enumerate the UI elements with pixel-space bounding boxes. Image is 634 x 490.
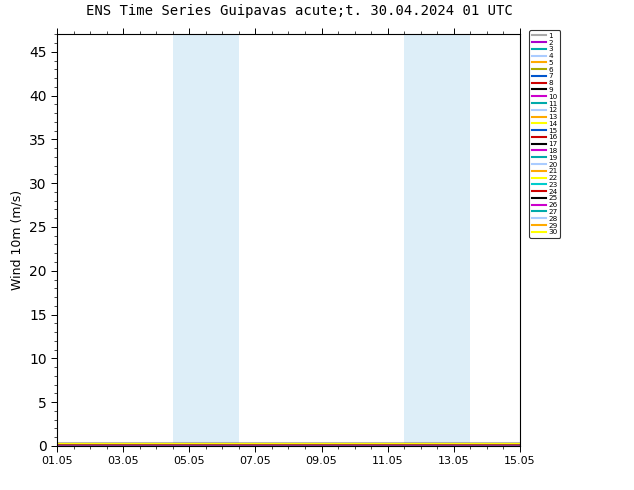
Bar	[437, 34, 470, 446]
Y-axis label: Wind 10m (m/s): Wind 10m (m/s)	[11, 190, 23, 290]
Bar	[404, 34, 437, 446]
Legend: 1, 2, 3, 4, 5, 6, 7, 8, 9, 10, 11, 12, 13, 14, 15, 16, 17, 18, 19, 20, 21, 22, 2: 1, 2, 3, 4, 5, 6, 7, 8, 9, 10, 11, 12, 1…	[529, 30, 560, 238]
Text: acute;t. 30.04.2024 01 UTC: acute;t. 30.04.2024 01 UTC	[295, 4, 513, 18]
Text: ENS Time Series Guipavas: ENS Time Series Guipavas	[86, 4, 287, 18]
Bar	[172, 34, 206, 446]
Bar	[206, 34, 239, 446]
